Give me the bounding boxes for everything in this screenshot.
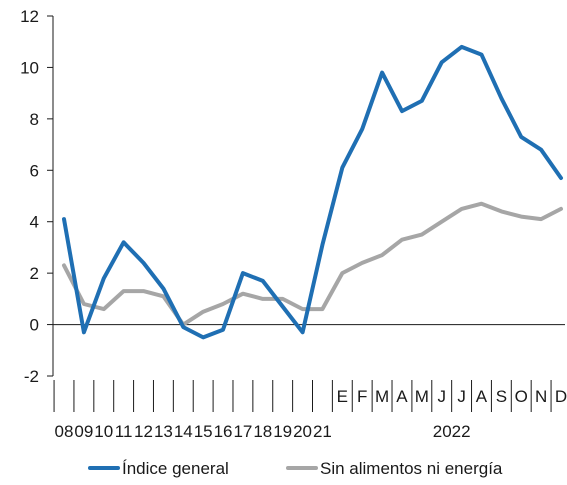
x-tick-label: A xyxy=(476,387,488,406)
y-tick-label: 4 xyxy=(30,213,39,232)
x-tick-label: 17 xyxy=(233,422,252,441)
y-tick-label: 2 xyxy=(30,264,39,283)
y-axis: -2 0 2 4 6 8 10 12 xyxy=(20,7,54,386)
legend-label: Índice general xyxy=(122,459,229,478)
y-tick-label: 10 xyxy=(20,58,39,77)
x-tick-label: J xyxy=(437,387,446,406)
x-tick-label: 21 xyxy=(313,422,332,441)
x-tick-label: F xyxy=(357,387,367,406)
x-tick-label: 18 xyxy=(253,422,272,441)
x-tick-label: 20 xyxy=(293,422,312,441)
x-tick-label: 09 xyxy=(74,422,93,441)
series-line-1 xyxy=(62,44,563,340)
y-tick-label: -2 xyxy=(24,367,39,386)
x-tick-label: J xyxy=(457,387,466,406)
x-tick-label: 15 xyxy=(194,422,213,441)
x-tick-label: 12 xyxy=(134,422,153,441)
x-tick-label: 08 xyxy=(55,422,74,441)
y-tick-label: 6 xyxy=(30,161,39,180)
plot-area xyxy=(62,44,563,340)
x-tick-label: 13 xyxy=(154,422,173,441)
x-tick-label: S xyxy=(496,387,507,406)
x-tick-label: 14 xyxy=(174,422,193,441)
x-tick-label: 16 xyxy=(214,422,233,441)
x-tick-label: 10 xyxy=(94,422,113,441)
x-group-label: 2022 xyxy=(433,422,471,441)
x-tick-label: 11 xyxy=(115,422,133,441)
legend: Índice general Sin alimentos ni energía xyxy=(88,459,503,478)
y-tick-label: 8 xyxy=(30,110,39,129)
legend-label: Sin alimentos ni energía xyxy=(320,459,503,478)
x-tick-label: A xyxy=(396,387,408,406)
x-axis: 08 09 10 11 12 13 14 15 16 17 18 19 20 21E F M A M J J A S O N D… xyxy=(53,324,567,441)
x-tick-label: O xyxy=(515,387,528,406)
x-tick-label: N xyxy=(535,387,547,406)
series-line-2 xyxy=(62,201,563,327)
y-tick-label: 12 xyxy=(20,7,39,26)
x-tick-label: E xyxy=(337,387,348,406)
x-tick-label: D xyxy=(555,387,567,406)
x-tick-label: M xyxy=(375,387,389,406)
x-tick-label: 19 xyxy=(273,422,292,441)
x-tick-label: M xyxy=(415,387,429,406)
y-tick-label: 0 xyxy=(30,316,39,335)
